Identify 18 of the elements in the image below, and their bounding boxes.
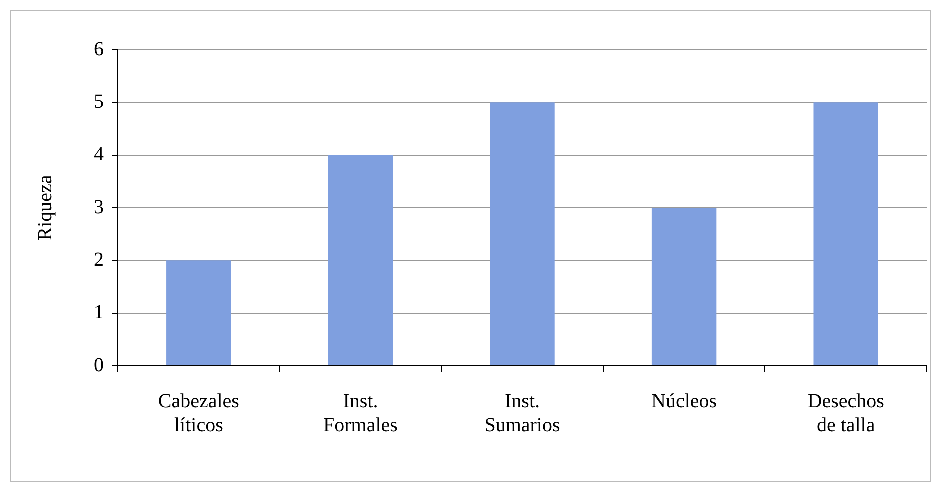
y-tick-label: 2 xyxy=(94,248,104,271)
y-tick-label: 6 xyxy=(94,38,104,60)
y-tick-label: 3 xyxy=(94,196,104,218)
bar xyxy=(652,208,717,366)
x-tick-label: Núcleos xyxy=(652,390,718,412)
x-tick-label: Inst. Sumarios xyxy=(484,390,560,436)
bar xyxy=(328,155,394,366)
y-axis-title: Riqueza xyxy=(34,175,56,241)
y-tick-label: 4 xyxy=(94,144,104,166)
y-tick-label: 1 xyxy=(94,302,104,324)
y-tick-label: 0 xyxy=(94,354,104,376)
bar xyxy=(490,102,555,366)
bar xyxy=(166,260,232,366)
x-tick-label: Inst. Formales xyxy=(323,390,398,436)
x-tick-label: Desechos de talla xyxy=(808,390,885,436)
x-tick-label: Cabezales líticos xyxy=(158,390,240,436)
y-tick-label: 5 xyxy=(94,90,104,113)
bar xyxy=(814,102,878,366)
